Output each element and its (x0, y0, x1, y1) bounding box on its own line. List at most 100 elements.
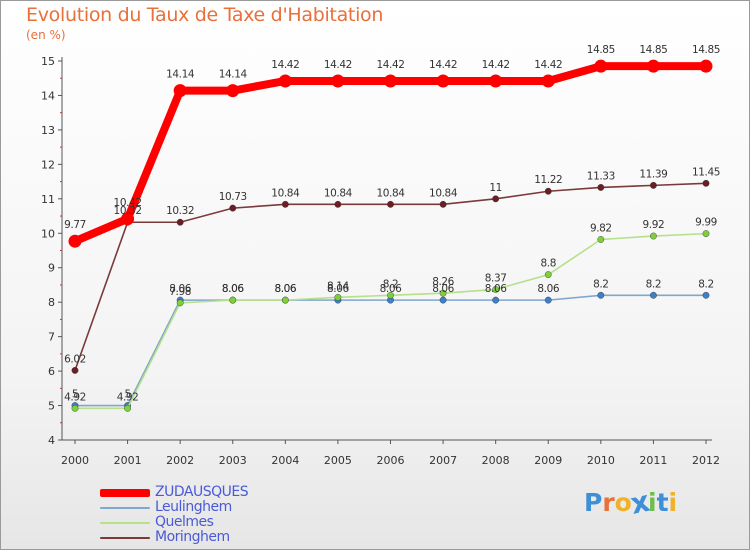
data-point-zudausques (226, 84, 240, 98)
data-label-zudausques: 14.14 (219, 69, 248, 81)
data-label-leulinghem: 8.2 (698, 278, 714, 290)
data-label-leulinghem: 8.06 (222, 283, 244, 295)
data-label-leulinghem: 5 (124, 389, 130, 401)
data-label-leulinghem: 8.2 (646, 278, 662, 290)
legend-swatch-zudausques (100, 488, 150, 497)
chart-legend: ZUDAUSQUES Leulinghem Quelmes Moringhem (100, 484, 249, 545)
legend-item-zudausques: ZUDAUSQUES (100, 484, 249, 500)
x-tick-label: 2012 (692, 454, 720, 467)
data-point-zudausques (278, 74, 292, 88)
data-point-leulinghem (439, 296, 447, 304)
data-label-moringhem: 10.84 (429, 187, 458, 199)
data-point-moringhem (439, 200, 447, 208)
data-point-leulinghem (597, 291, 605, 299)
data-point-quelmes (597, 236, 605, 243)
data-point-zudausques (68, 234, 82, 248)
data-point-quelmes (544, 271, 552, 279)
data-label-zudausques: 14.42 (534, 59, 562, 71)
y-tick-label: 7 (48, 331, 55, 344)
legend-label-zudausques: ZUDAUSQUES (155, 484, 249, 500)
x-tick-label: 2007 (429, 454, 457, 467)
y-tick-label: 9 (48, 262, 55, 275)
data-point-moringhem (650, 181, 657, 189)
legend-item-quelmes: Quelmes (100, 515, 248, 530)
data-label-quelmes: 8.26 (432, 276, 454, 288)
y-tick-label: 15 (41, 55, 55, 68)
data-point-zudausques (436, 74, 450, 88)
data-label-zudausques: 14.85 (587, 44, 615, 56)
data-point-zudausques (699, 59, 713, 73)
data-label-zudausques: 14.42 (429, 59, 457, 71)
x-tick-label: 2005 (324, 454, 352, 467)
data-label-quelmes: 9.99 (695, 217, 717, 229)
data-label-leulinghem: 8.06 (485, 283, 507, 295)
data-point-leulinghem (544, 296, 552, 304)
data-label-moringhem: 10.84 (271, 187, 300, 199)
chart-title: Evolution du Taux de Taxe d'Habitation (26, 4, 384, 26)
data-label-quelmes: 8.06 (274, 283, 296, 295)
data-point-moringhem (71, 367, 79, 374)
data-label-leulinghem: 8.06 (432, 283, 454, 295)
legend-label-moringhem: Moringhem (155, 529, 230, 545)
data-label-moringhem: 11.22 (534, 174, 562, 186)
logo-letter: i (668, 488, 678, 517)
data-point-leulinghem (702, 291, 710, 299)
chart-data-labels: 5 5 8.06 8.06 8.06 8.06 8.06 8.06 8.06 8.06 8.2 8.2… (64, 44, 720, 403)
data-label-quelmes: 8.8 (541, 258, 557, 270)
data-label-leulinghem: 8.06 (327, 283, 349, 295)
data-point-leulinghem (650, 291, 657, 299)
x-tick-label: 2006 (377, 454, 405, 467)
data-point-moringhem (492, 195, 500, 203)
x-tick-label: 2000 (61, 454, 89, 467)
proxiti-logo: Proxiti (584, 484, 678, 520)
data-point-quelmes (650, 232, 657, 240)
chart-axes: 4 5 6 7 8 9 10 11 12 13 14 15 2000 2001 2002 2003 2004 20… (41, 55, 720, 467)
x-tick-label: 2008 (482, 454, 510, 467)
data-point-quelmes (281, 296, 289, 304)
legend-item-leulinghem: Leulinghem (100, 500, 248, 515)
data-label-leulinghem: 8.06 (169, 283, 191, 295)
logo-letter: r (602, 488, 615, 517)
data-label-leulinghem: 8.06 (380, 283, 402, 295)
data-label-leulinghem: 5 (72, 389, 78, 401)
data-label-leulinghem: 8.06 (537, 283, 559, 295)
data-point-quelmes (492, 286, 500, 293)
data-label-zudausques: 14.42 (482, 59, 510, 71)
x-tick-label: 2004 (271, 454, 299, 467)
x-tick-label: 2003 (219, 454, 247, 467)
data-point-quelmes (439, 289, 447, 297)
data-point-moringhem (176, 218, 184, 226)
data-label-zudausques: 10.42 (114, 197, 142, 209)
data-point-zudausques (384, 74, 397, 88)
x-tick-label: 2011 (639, 454, 667, 467)
data-point-zudausques (121, 212, 135, 226)
data-point-moringhem (702, 179, 710, 187)
data-label-zudausques: 14.42 (271, 59, 299, 71)
data-label-moringhem: 11.33 (587, 170, 615, 182)
data-label-moringhem: 10.32 (166, 205, 194, 217)
data-point-zudausques (594, 59, 608, 73)
data-point-zudausques (646, 59, 660, 73)
data-point-moringhem (544, 187, 552, 195)
data-point-moringhem (597, 184, 605, 191)
series-line-leulinghem (75, 294, 706, 407)
data-point-moringhem (281, 200, 289, 208)
data-label-zudausques: 14.14 (166, 69, 195, 81)
legend-item-moringhem: Moringhem (100, 530, 248, 545)
data-point-quelmes (387, 291, 394, 299)
logo-letter: o (614, 488, 632, 517)
y-tick-label: 12 (41, 158, 55, 171)
data-label-zudausques: 14.42 (376, 59, 404, 71)
data-label-quelmes: 8.14 (327, 280, 349, 292)
x-tick-label: 2009 (534, 454, 562, 467)
data-label-moringhem: 11 (489, 182, 502, 194)
data-label-quelmes: 4.92 (117, 391, 139, 403)
y-tick-label: 14 (41, 89, 55, 102)
data-label-moringhem: 11.45 (692, 166, 720, 178)
x-tick-label: 2010 (587, 454, 615, 467)
data-point-quelmes (334, 293, 342, 301)
data-label-zudausques: 9.77 (64, 219, 86, 231)
x-tick-label: 2001 (114, 454, 142, 467)
data-point-moringhem (229, 204, 237, 212)
